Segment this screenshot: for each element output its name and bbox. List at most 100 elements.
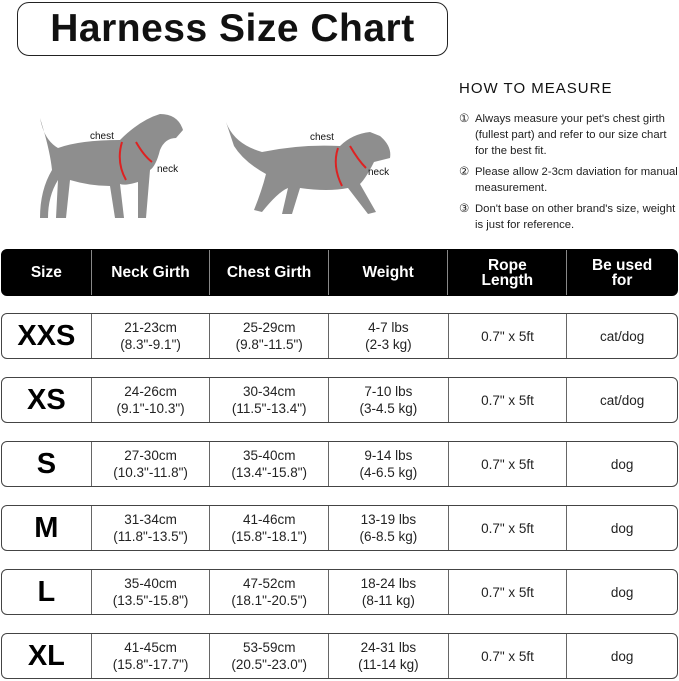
rope-length-cell: 0.7" x 5ft — [447, 378, 567, 422]
rope-length-cell: 0.7" x 5ft — [447, 634, 567, 678]
tip-number: ② — [459, 166, 470, 178]
neck-girth-cell-metric: 31-34cm — [124, 512, 177, 527]
table-row: XL 41-45cm (15.8"-17.7") 53-59cm (20.5"-23.… — [1, 633, 678, 679]
neck-girth-cell: 27-30cm (10.3"-11.8") — [90, 442, 210, 486]
chest-girth-cell-metric: 53-59cm — [242, 640, 296, 655]
how-to-measure: HOW TO MEASURE ① Always measure your pet'… — [459, 80, 679, 238]
header-neck-girth: Neck Girth — [90, 250, 210, 295]
neck-girth-cell: 21-23cm (8.3"-9.1") — [90, 314, 210, 358]
chest-girth-cell-imperial: (9.8"-11.5") — [235, 337, 303, 352]
dog-silhouette — [40, 114, 183, 218]
table-row: XXS 21-23cm (8.3"-9.1") 25-29cm (9.8"-11.5"… — [1, 313, 678, 359]
weight-cell: 13-19 lbs (6-8.5 kg) — [328, 506, 448, 550]
neck-girth-cell-imperial: (13.5"-15.8") — [112, 593, 189, 608]
chest-girth-cell-imperial: (18.1"-20.5") — [231, 593, 308, 608]
weight-cell-metric: 9-14 lbs — [364, 448, 413, 463]
weight-cell: 18-24 lbs (8-11 kg) — [328, 570, 448, 614]
used-for-cell: dog — [566, 442, 677, 486]
tip-text: Don't base on other brand's size, weight… — [475, 203, 676, 231]
used-for-cell: dog — [566, 634, 677, 678]
neck-girth-cell: 24-26cm (9.1"-10.3") — [90, 378, 210, 422]
chest-girth-cell: 41-46cm (15.8"-18.1") — [209, 506, 328, 550]
chest-girth-cell-metric: 41-46cm — [242, 512, 296, 527]
weight-cell-imperial: (4-6.5 kg) — [359, 465, 418, 480]
weight-cell: 9-14 lbs (4-6.5 kg) — [328, 442, 448, 486]
table-row: S 27-30cm (10.3"-11.8") 35-40cm (13.4"-15.8… — [1, 441, 678, 487]
how-to-heading: HOW TO MEASURE — [459, 80, 613, 97]
dog-cat-silhouettes — [40, 114, 391, 218]
neck-girth-cell-imperial: (15.8"-17.7") — [112, 657, 189, 672]
rope-length-cell: 0.7" x 5ft — [447, 506, 567, 550]
neck-girth-cell: 35-40cm (13.5"-15.8") — [90, 570, 210, 614]
table-row: XS 24-26cm (9.1"-10.3") 30-34cm (11.5"-13.4… — [1, 377, 678, 423]
cat-silhouette — [226, 122, 391, 214]
header-size: Size — [30, 264, 62, 281]
neck-girth-cell-metric: 21-23cm — [124, 320, 177, 335]
neck-girth-cell-metric: 35-40cm — [124, 576, 177, 591]
neck-girth-cell-metric: 27-30cm — [124, 448, 177, 463]
weight-cell: 4-7 lbs (2-3 kg) — [328, 314, 448, 358]
weight-cell-imperial: (2-3 kg) — [365, 337, 412, 352]
rope-length-cell: 0.7" x 5ft — [447, 314, 567, 358]
chest-girth-cell-metric: 35-40cm — [242, 448, 296, 463]
weight-cell-metric: 18-24 lbs — [360, 576, 417, 591]
chest-girth-cell-imperial: (13.4"-15.8") — [231, 465, 308, 480]
size-cell: XXS — [17, 319, 76, 352]
weight-cell-metric: 24-31 lbs — [360, 640, 417, 655]
neck-girth-cell-imperial: (9.1"-10.3") — [116, 401, 185, 416]
chest-girth-cell: 25-29cm (9.8"-11.5") — [209, 314, 328, 358]
neck-girth-cell: 41-45cm (15.8"-17.7") — [90, 634, 210, 678]
chest-girth-cell-metric: 30-34cm — [242, 384, 296, 399]
chest-girth-cell: 53-59cm (20.5"-23.0") — [209, 634, 328, 678]
weight-cell: 7-10 lbs (3-4.5 kg) — [328, 378, 448, 422]
cat-neck-label: neck — [368, 167, 390, 178]
chest-girth-cell: 47-52cm (18.1"-20.5") — [209, 570, 328, 614]
chest-girth-cell-imperial: (20.5"-23.0") — [231, 657, 308, 672]
size-cell: XL — [27, 639, 65, 672]
pet-measure-diagram: chest neck chest neck — [0, 100, 420, 230]
chest-girth-cell-imperial: (15.8"-18.1") — [231, 529, 308, 544]
neck-girth-cell-metric: 41-45cm — [124, 640, 177, 655]
chest-girth-cell-metric: 47-52cm — [242, 576, 296, 591]
weight-cell-imperial: (6-8.5 kg) — [359, 529, 418, 544]
chest-girth-cell: 30-34cm (11.5"-13.4") — [209, 378, 328, 422]
table-row: M 31-34cm (11.8"-13.5") 41-46cm (15.8"-18.1… — [1, 505, 678, 551]
neck-girth-cell-imperial: (8.3"-9.1") — [120, 337, 181, 352]
tip-text: Always measure your pet's chest girth (f… — [475, 113, 667, 157]
table-header: Size Neck Girth Chest Girth Weight Rope … — [1, 249, 678, 296]
cat-chest-label: chest — [310, 132, 334, 143]
rope-length-cell: 0.7" x 5ft — [447, 442, 567, 486]
tip-text: Please allow 2-3cm daviation for manual … — [475, 166, 678, 194]
header-chest-girth: Chest Girth — [209, 250, 328, 295]
used-for-cell: dog — [566, 570, 677, 614]
weight-cell-metric: 13-19 lbs — [360, 512, 417, 527]
tip-2: ② Please allow 2-3cm daviation for manual… — [459, 164, 679, 196]
weight-cell-imperial: (3-4.5 kg) — [359, 401, 418, 416]
used-for-cell: cat/dog — [566, 378, 677, 422]
chest-girth-cell-imperial: (11.5"-13.4") — [231, 401, 307, 416]
dog-chest-label: chest — [90, 131, 114, 142]
header-rope-length: Rope Length — [447, 250, 566, 295]
used-for-cell: dog — [566, 506, 677, 550]
header-used-for: Be used for — [566, 250, 677, 295]
weight-cell-metric: 7-10 lbs — [364, 384, 413, 399]
page-title: Harness Size Chart — [17, 2, 448, 56]
tip-number: ① — [459, 113, 470, 125]
neck-girth-cell-imperial: (11.8"-13.5") — [113, 529, 188, 544]
dog-neck-label: neck — [157, 164, 179, 175]
size-cell: XS — [27, 383, 66, 416]
used-for-cell: cat/dog — [566, 314, 677, 358]
chest-girth-cell-metric: 25-29cm — [242, 320, 296, 335]
size-cell: S — [36, 447, 57, 480]
neck-girth-cell-imperial: (10.3"-11.8") — [113, 465, 188, 480]
weight-cell-imperial: (8-11 kg) — [361, 593, 415, 608]
tip-number: ③ — [459, 203, 470, 215]
neck-girth-cell: 31-34cm (11.8"-13.5") — [90, 506, 210, 550]
tip-3: ③ Don't base on other brand's size, weigh… — [459, 201, 679, 233]
size-cell: M — [34, 511, 59, 544]
rope-length-cell: 0.7" x 5ft — [447, 570, 567, 614]
weight-cell: 24-31 lbs (11-14 kg) — [328, 634, 448, 678]
weight-cell-metric: 4-7 lbs — [368, 320, 409, 335]
neck-girth-cell-metric: 24-26cm — [124, 384, 177, 399]
tip-1: ① Always measure your pet's chest girth (… — [459, 111, 679, 159]
